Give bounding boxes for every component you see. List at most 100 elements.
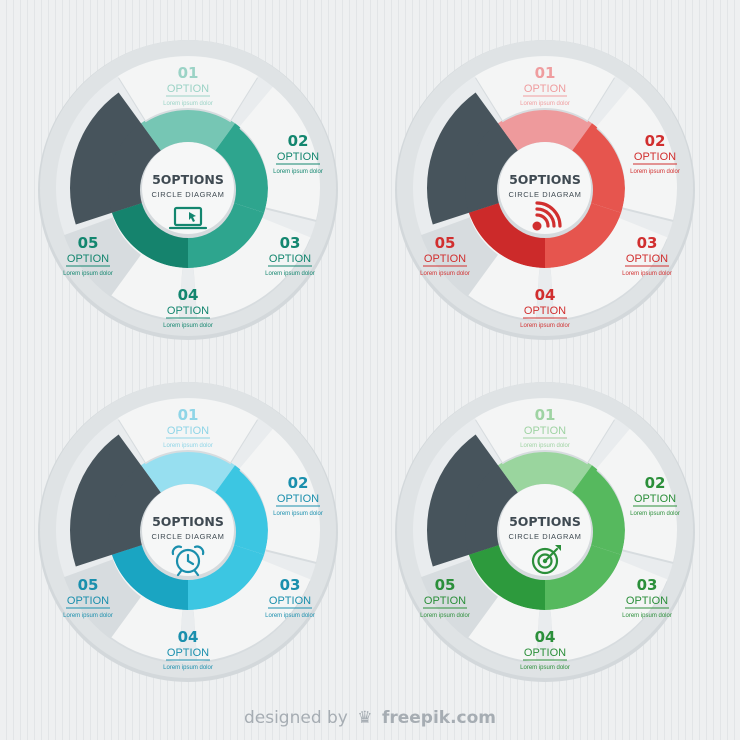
option-number: 03 bbox=[280, 576, 301, 594]
ring-band-1 bbox=[141, 108, 235, 153]
panel-shadow-5 bbox=[421, 559, 498, 639]
option-desc: Lorem ipsum dolor bbox=[163, 101, 213, 107]
option-number: 02 bbox=[288, 474, 309, 492]
ring-band-2 bbox=[570, 123, 625, 213]
credit-prefix: designed by bbox=[243, 708, 348, 728]
option-number: 02 bbox=[645, 132, 666, 150]
crown-icon: ♛ bbox=[357, 708, 373, 728]
option-panel-1 bbox=[118, 56, 258, 121]
option-number: 04 bbox=[178, 628, 199, 646]
laptop-icon bbox=[168, 206, 208, 230]
ring-band-2 bbox=[213, 465, 268, 555]
ring-band-2 bbox=[213, 123, 268, 213]
ring-band-2 bbox=[570, 465, 625, 555]
option-number: 05 bbox=[435, 234, 456, 252]
ring-band-4 bbox=[111, 543, 188, 610]
option-desc: Lorem ipsum dolor bbox=[163, 443, 213, 449]
option-desc: Lorem ipsum dolor bbox=[520, 101, 570, 107]
option-label: OPTION bbox=[524, 647, 566, 659]
diagram-subtitle: CIRCLE DIAGRAM bbox=[152, 532, 225, 541]
option-desc: Lorem ipsum dolor bbox=[63, 613, 113, 619]
option-number: 03 bbox=[637, 576, 658, 594]
option-label: OPTION bbox=[269, 253, 311, 265]
option-desc: Lorem ipsum dolor bbox=[630, 169, 680, 175]
center-disc bbox=[142, 142, 234, 234]
ring-band-1 bbox=[141, 450, 235, 495]
option-panel-3 bbox=[550, 560, 668, 662]
option-label: OPTION bbox=[524, 83, 566, 95]
diagram-title: 5OPTIONS bbox=[509, 514, 581, 529]
option-label: OPTION bbox=[277, 493, 319, 505]
option-number: 05 bbox=[78, 234, 99, 252]
option-label: OPTION bbox=[634, 151, 676, 163]
option-panel-1 bbox=[475, 398, 615, 463]
credit-line: designed by ♛ freepik.com bbox=[0, 708, 740, 734]
option-desc: Lorem ipsum dolor bbox=[622, 613, 672, 619]
option-desc: Lorem ipsum dolor bbox=[273, 169, 323, 175]
option-number: 04 bbox=[535, 286, 556, 304]
option-label: OPTION bbox=[424, 595, 466, 607]
option-panel-3 bbox=[550, 218, 668, 320]
option-desc: Lorem ipsum dolor bbox=[420, 613, 470, 619]
ring-band-3 bbox=[188, 201, 265, 268]
option-label: OPTION bbox=[269, 595, 311, 607]
option-label: OPTION bbox=[524, 425, 566, 437]
option-panel-2 bbox=[239, 86, 320, 220]
option-panel-2 bbox=[239, 428, 320, 562]
ring-band-dark bbox=[465, 123, 520, 213]
diagram-subtitle: CIRCLE DIAGRAM bbox=[152, 190, 225, 199]
wifi-signal-icon bbox=[532, 201, 562, 231]
option-panel-2 bbox=[596, 428, 677, 562]
diagram-title: 5OPTIONS bbox=[152, 172, 224, 187]
option-desc: Lorem ipsum dolor bbox=[520, 665, 570, 671]
option-panel-1 bbox=[475, 56, 615, 121]
panel-shadow-5 bbox=[421, 217, 498, 297]
option-desc: Lorem ipsum dolor bbox=[630, 511, 680, 517]
ring-band-dark bbox=[108, 123, 163, 213]
option-panel-3 bbox=[193, 560, 311, 662]
option-number: 05 bbox=[435, 576, 456, 594]
center-disc bbox=[499, 484, 591, 576]
option-number: 05 bbox=[78, 576, 99, 594]
ring-band-4 bbox=[468, 201, 545, 268]
option-panel-3 bbox=[193, 218, 311, 320]
option-desc: Lorem ipsum dolor bbox=[63, 271, 113, 277]
diagram-title: 5OPTIONS bbox=[152, 514, 224, 529]
center-disc bbox=[499, 142, 591, 234]
option-number: 01 bbox=[178, 64, 199, 82]
ring-band-1 bbox=[498, 108, 592, 153]
option-panel-1 bbox=[118, 398, 258, 463]
ring-band-4 bbox=[111, 201, 188, 268]
option-number: 03 bbox=[637, 234, 658, 252]
ring-band-1 bbox=[498, 450, 592, 495]
option-number: 01 bbox=[178, 406, 199, 424]
option-label: OPTION bbox=[524, 305, 566, 317]
option-panel-2 bbox=[596, 86, 677, 220]
panel-shadow-5 bbox=[64, 217, 141, 297]
option-label: OPTION bbox=[167, 305, 209, 317]
option-label: OPTION bbox=[167, 83, 209, 95]
option-label: OPTION bbox=[424, 253, 466, 265]
option-desc: Lorem ipsum dolor bbox=[273, 511, 323, 517]
target-icon bbox=[531, 545, 561, 575]
option-label: OPTION bbox=[277, 151, 319, 163]
